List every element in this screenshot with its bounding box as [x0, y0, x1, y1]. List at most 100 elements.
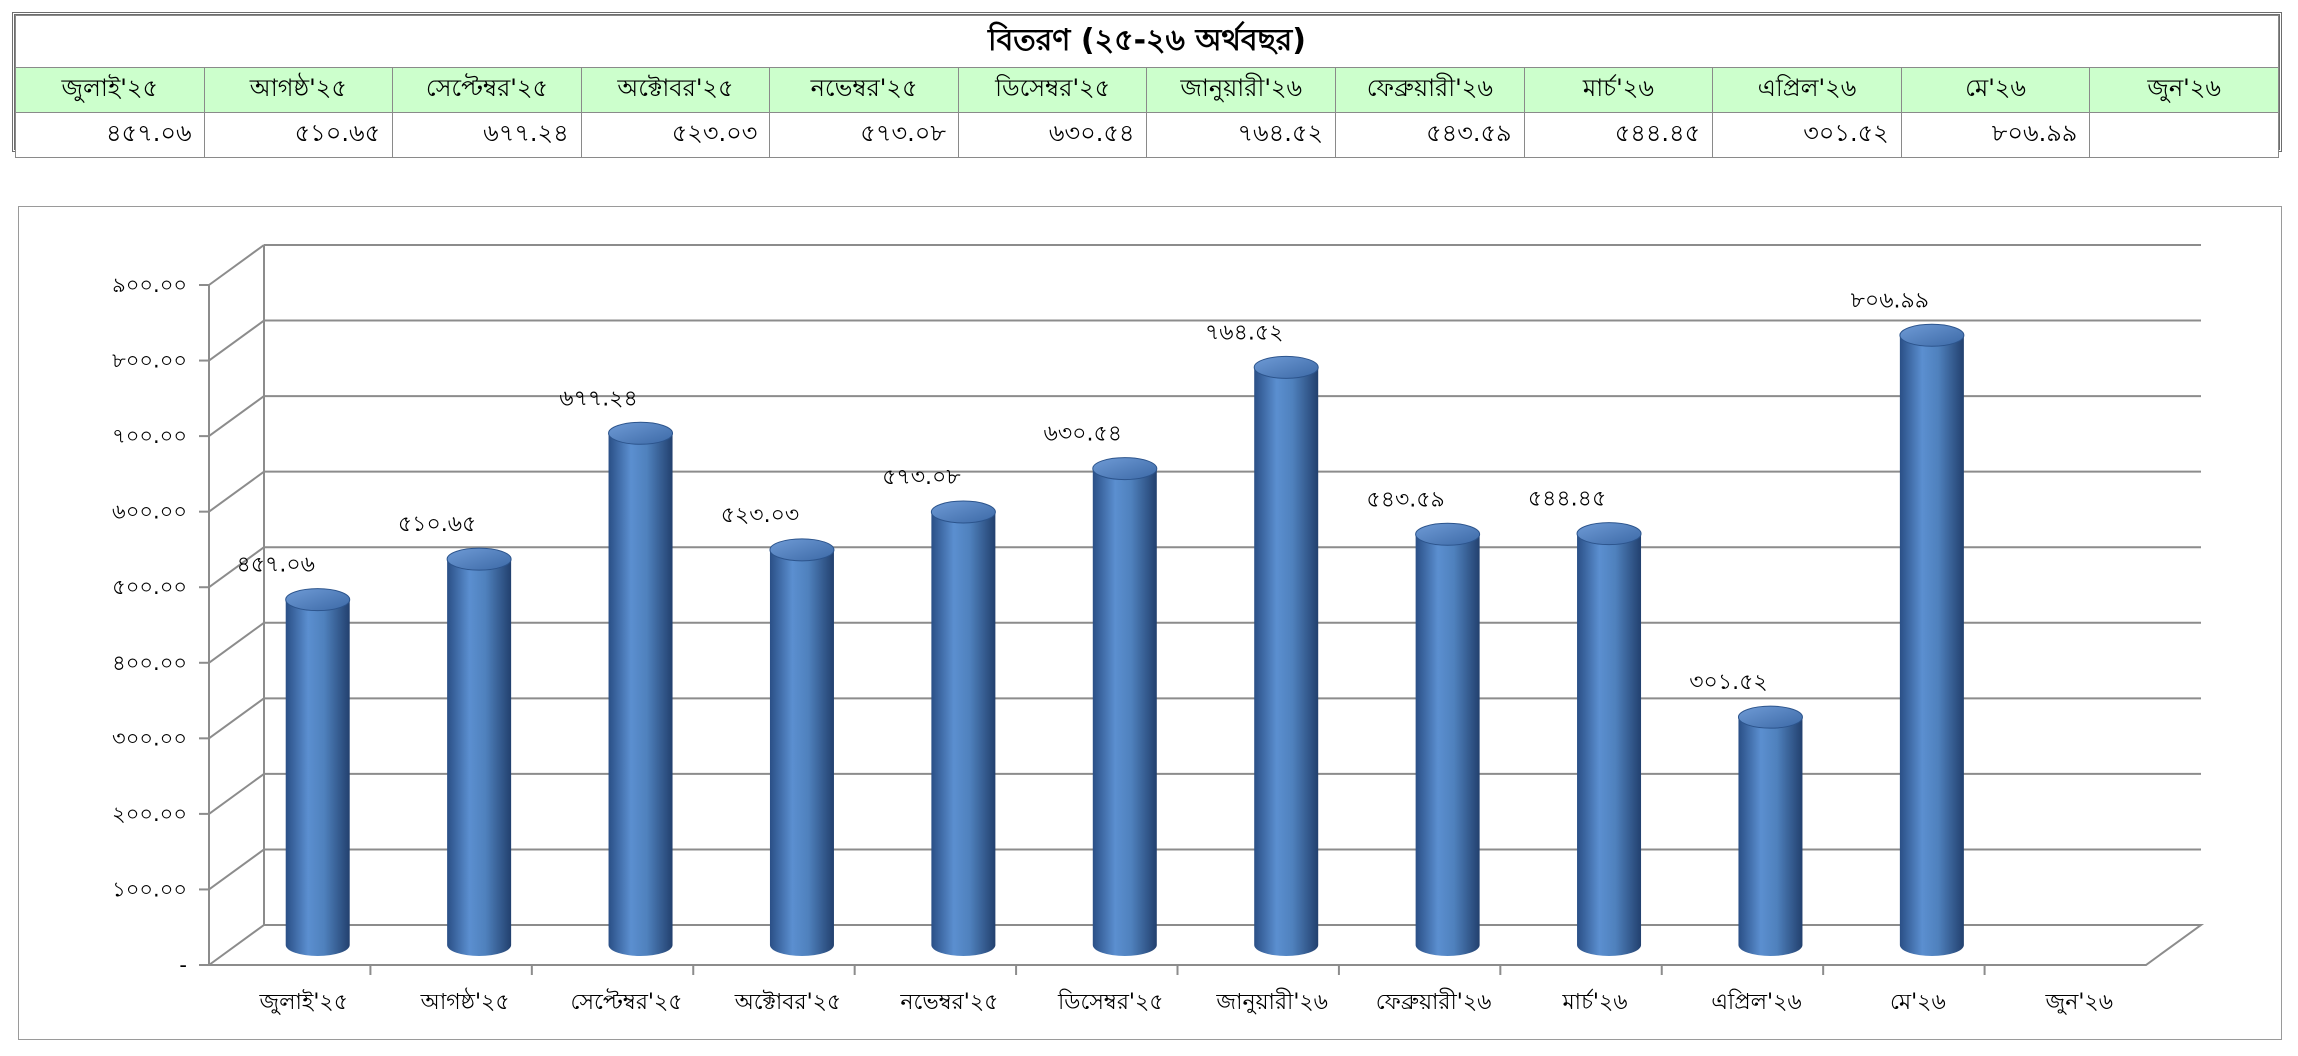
bar: [1092, 457, 1158, 956]
data-label: ৫৪৩.৫৯: [1366, 487, 1444, 512]
y-tick-label: ৯০০.০০: [112, 273, 187, 297]
x-tick-label: ফেব্রুয়ারী'২৬: [1376, 988, 1492, 1015]
data-label: ৪৫৭.০৬: [236, 553, 314, 578]
month-header-cell: এপ্রিল'২৬: [1712, 67, 1902, 113]
bar-body: [931, 512, 996, 956]
data-label: ৫৭৩.০৮: [882, 465, 960, 490]
gridline-side: [208, 546, 265, 589]
month-header-cell: মার্চ'২৬: [1523, 67, 1714, 113]
y-tick-label: ৭০০.০০: [112, 424, 187, 448]
bar-body: [1577, 533, 1642, 956]
month-header-cell: জুন'২৬: [2089, 67, 2279, 113]
bar: [1576, 522, 1642, 956]
gridline-side: [208, 773, 265, 815]
month-value-cell: [2089, 112, 2279, 158]
month-header-row: জুলাই'২৫ আগষ্ঠ'২৫ সেপ্টেম্বর'২৫ অক্টোবর'২৫ ন…: [15, 67, 2279, 113]
bar-top: [769, 538, 835, 562]
bar: [608, 421, 674, 956]
bar-body: [1899, 335, 1964, 956]
gridline-side: [208, 697, 265, 740]
bar-body: [1092, 468, 1157, 956]
bar-top: [608, 421, 674, 445]
month-value-cell: ৪৫৭.০৬: [15, 112, 205, 158]
x-tick-label: মে'২৬: [1890, 990, 1946, 1015]
bar-top: [1415, 522, 1481, 546]
bar: [446, 547, 512, 956]
bar-body: [447, 559, 512, 956]
y-tick-label: ৫০০.০০: [112, 575, 187, 599]
gridline-side: [208, 244, 265, 286]
x-tick-label: জুন'২৬: [2045, 990, 2113, 1016]
month-header-cell: জুলাই'২৫: [15, 67, 205, 113]
data-label: ৫২৩.০৩: [721, 503, 800, 528]
month-value-cell: ৫৪৪.৪৫: [1523, 112, 1714, 158]
bar: [930, 500, 996, 956]
bar-body: [1415, 534, 1480, 956]
data-label: ৩০১.৫২: [1689, 670, 1767, 695]
bar-body: [1254, 367, 1319, 956]
y-tick-label: ৬০০.০০: [112, 500, 187, 524]
month-value-cell: ৫২৩.০৩: [580, 112, 771, 158]
y-tick-label: ৮০০.০০: [112, 349, 187, 373]
month-header-cell: আগষ্ঠ'২৫: [203, 67, 394, 113]
bar-body: [1738, 717, 1803, 956]
bar-body: [769, 549, 834, 956]
y-tick-label: ২০০.০০: [112, 802, 187, 826]
bar: [769, 538, 835, 956]
bar-top: [1576, 522, 1642, 546]
bar-chart: - ১০০.০০ ২০০.০০ ৩০০.০০ ৪০০.০০ ৫০০.০০ ৬০০.০০ ৭০০…: [112, 244, 2205, 1016]
x-tick-label: অক্টোবর'২৫: [734, 990, 842, 1015]
month-header-cell: অক্টোবর'২৫: [580, 67, 771, 113]
bar-top: [930, 500, 996, 524]
gridline-side: [208, 319, 265, 362]
x-tick-label: সেপ্টেম্বর'২৫: [571, 988, 683, 1015]
bar-top: [1253, 355, 1319, 379]
data-label: ৭৬৪.৫২: [1205, 320, 1283, 345]
bar: [1253, 355, 1319, 956]
data-label: ৫১০.৬৫: [398, 512, 476, 537]
month-header-cell: নভেম্বর'২৫: [769, 67, 959, 113]
bar-body: [608, 433, 673, 956]
y-tick-label: ৩০০.০০: [112, 726, 187, 750]
month-header-cell: ডিসেম্বর'২৫: [957, 67, 1148, 113]
month-header-cell: মে'২৬: [1900, 67, 2091, 113]
table-title: বিতরণ (২৫-২৬ অর্থবছর): [15, 15, 2279, 68]
bar-top: [1092, 457, 1158, 481]
x-tick-label: জুলাই'২৫: [258, 989, 348, 1016]
data-label: ৮০৬.৯৯: [1851, 288, 1929, 313]
chart-area: - ১০০.০০ ২০০.০০ ৩০০.০০ ৪০০.০০ ৫০০.০০ ৬০০.০০ ৭০০…: [18, 206, 2282, 1040]
bar: [285, 588, 351, 956]
bar-top: [285, 588, 351, 612]
x-tick-label: মার্চ'২৬: [1561, 988, 1627, 1015]
y-tick-label: ১০০.০০: [112, 877, 187, 901]
month-header-cell: সেপ্টেম্বর'২৫: [392, 67, 582, 113]
month-header-cell: জানুয়ারী'২৬: [1146, 67, 1337, 113]
month-value-cell: ৫৪৩.৫৯: [1335, 112, 1525, 158]
bar: [1899, 323, 1965, 956]
y-tick-label: ৪০০.০০: [112, 651, 187, 675]
month-value-cell: ৩০১.৫২: [1712, 112, 1902, 158]
bar: [1415, 522, 1481, 956]
month-header-cell: ফেব্রুয়ারী'২৬: [1335, 67, 1525, 113]
value-row: ৪৫৭.০৬ ৫১০.৬৫ ৬৭৭.২৪ ৫২৩.০৩ ৫৭৩.০৮ ৬৩০.৫৪ ৭৬৪.…: [15, 112, 2279, 158]
month-value-cell: ৭৬৪.৫২: [1146, 112, 1337, 158]
x-tick-label: নভেম্বর'২৫: [899, 990, 998, 1015]
x-tick-label: জানুয়ারী'২৬: [1215, 988, 1328, 1015]
month-value-cell: ৬৭৭.২৪: [392, 112, 582, 158]
bar-top: [446, 547, 512, 571]
x-tick-label: ডিসেম্বর'২৫: [1057, 989, 1164, 1015]
data-table-frame: বিতরণ (২৫-২৬ অর্থবছর) জুলাই'২৫ আগষ্ঠ'২৫ সে…: [12, 12, 2282, 158]
y-tick-label: -: [179, 953, 187, 977]
month-value-cell: ৫৭৩.০৮: [769, 112, 959, 158]
distribution-table: বিতরণ (২৫-২৬ অর্থবছর) জুলাই'২৫ আগষ্ঠ'২৫ সে…: [15, 15, 2279, 158]
month-value-cell: ৬৩০.৫৪: [957, 112, 1148, 158]
data-label: ৫৪৪.৪৫: [1528, 487, 1606, 512]
x-tick-label: আগষ্ঠ'২৫: [420, 988, 510, 1015]
month-value-cell: ৫১০.৬৫: [203, 112, 394, 158]
data-label: ৬৭৭.২৪: [559, 386, 638, 411]
gridline-side: [208, 470, 265, 513]
bar: [1737, 705, 1803, 956]
x-tick-label: এপ্রিল'২৬: [1711, 989, 1802, 1015]
gridline-side: [208, 395, 265, 437]
bar-top: [1737, 705, 1803, 729]
